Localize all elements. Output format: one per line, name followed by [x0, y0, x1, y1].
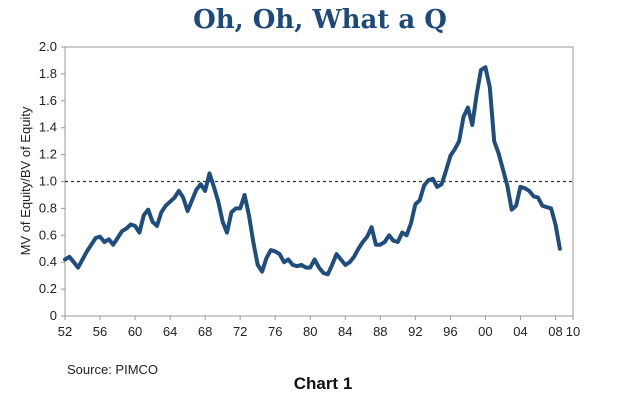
x-tick-label: 10 — [566, 324, 580, 339]
x-tick-label: 76 — [268, 324, 282, 339]
series-line-q — [63, 65, 562, 277]
x-tick-label: 08 — [548, 324, 562, 339]
y-tick-label: 0.4 — [39, 254, 57, 269]
y-tick-label: 1.6 — [39, 93, 57, 108]
chart-caption: Chart 1 — [294, 374, 353, 393]
x-tick-label: 88 — [373, 324, 387, 339]
y-tick-label: 1.4 — [39, 120, 57, 135]
x-tick-label: 92 — [408, 324, 422, 339]
y-tick-label: 1.0 — [39, 174, 57, 189]
x-tick-label: 04 — [513, 324, 527, 339]
y-axis: 0 0.2 0.4 0.6 0.8 1.0 1.2 1.4 1.6 1.8 2.0 — [39, 39, 65, 323]
y-tick-label: 1.8 — [39, 66, 57, 81]
y-tick-label: 0 — [50, 308, 57, 323]
source-note: Source: PIMCO — [67, 362, 158, 377]
chart-title: Oh, Oh, What a Q — [193, 5, 447, 35]
x-tick-label: 64 — [163, 324, 177, 339]
x-tick-label: 96 — [443, 324, 457, 339]
x-tick-label: 72 — [233, 324, 247, 339]
x-tick-label: 60 — [128, 324, 142, 339]
y-tick-label: 0.6 — [39, 227, 57, 242]
x-tick-label: 56 — [93, 324, 107, 339]
y-tick-label: 1.2 — [39, 147, 57, 162]
x-tick-label: 52 — [58, 324, 72, 339]
y-tick-label: 2.0 — [39, 39, 57, 54]
x-axis: 52 56 60 64 68 72 76 80 84 88 92 96 00 04 08 10 — [58, 316, 580, 339]
x-tick-label: 68 — [198, 324, 212, 339]
y-axis-label: MV of Equity/BV of Equity — [18, 106, 33, 255]
x-tick-label: 84 — [338, 324, 352, 339]
y-tick-label: 0.2 — [39, 281, 57, 296]
x-tick-label: 00 — [478, 324, 492, 339]
x-tick-label: 80 — [303, 324, 317, 339]
y-tick-label: 0.8 — [39, 200, 57, 215]
